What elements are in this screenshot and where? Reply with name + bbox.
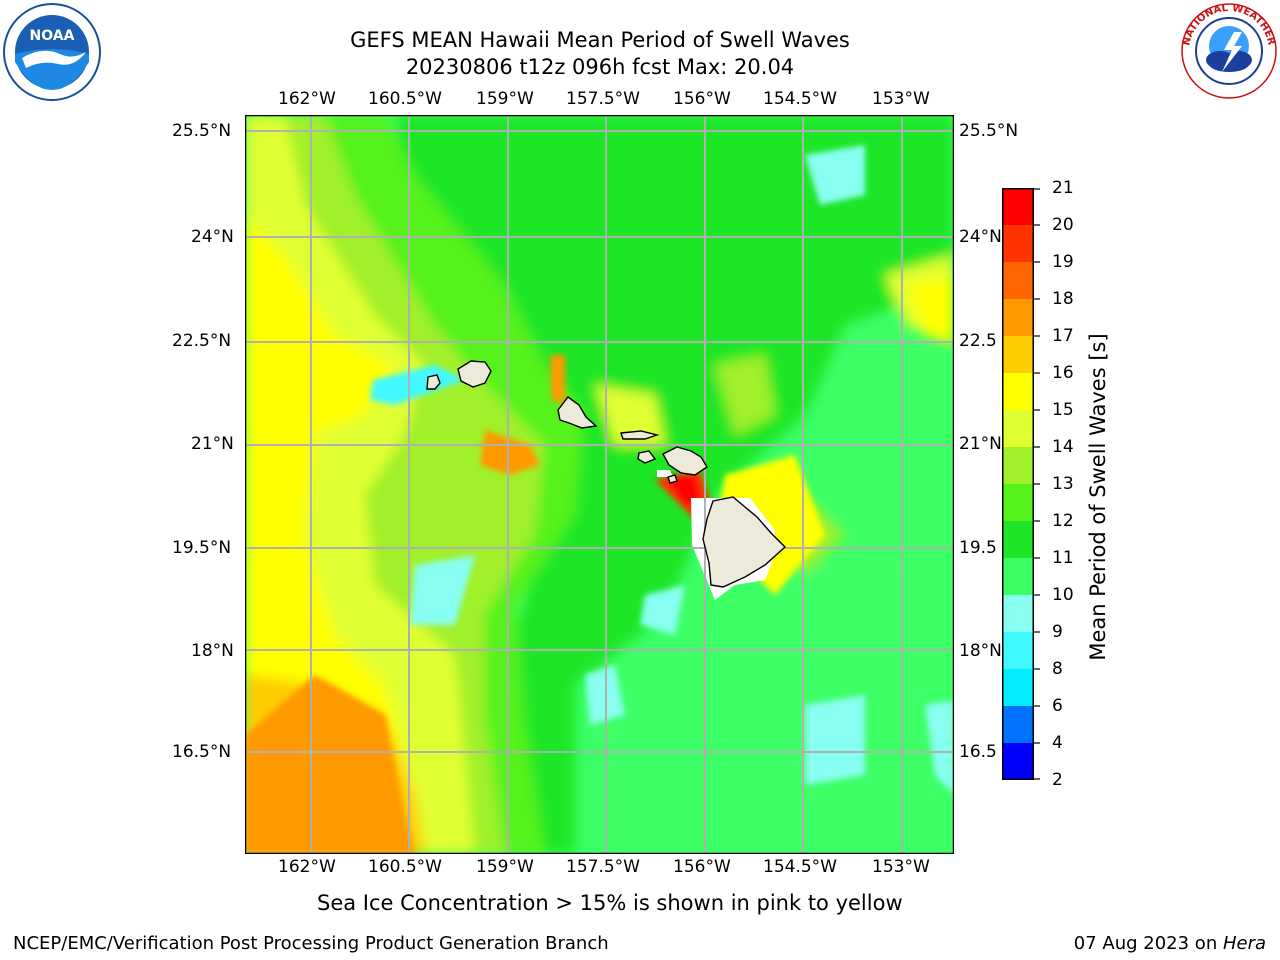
nws-logo: NATIONAL WEATHER SERVICE <box>1176 0 1278 100</box>
colorbar-tick-13: 13 <box>1052 474 1074 494</box>
island-oahu <box>557 396 598 429</box>
lat-label-left-5: 19.5°N <box>172 538 232 558</box>
colorbar-swatch-15-16 <box>1002 373 1034 411</box>
lon-label-bottom-4: 157.5°W <box>566 857 640 877</box>
colorbar-swatches <box>1002 188 1034 781</box>
footer-date: 07 Aug 2023 on <box>1073 933 1223 954</box>
field-band-9-10 <box>805 145 865 205</box>
lat-label-left-7: 16.5°N <box>172 742 232 762</box>
footer-right: 07 Aug 2023 on Hera <box>1074 933 1266 954</box>
colorbar-tick-18: 18 <box>1052 289 1074 309</box>
lon-label-top-4: 157.5°W <box>566 89 640 109</box>
colorbar-tick-4: 4 <box>1052 733 1063 753</box>
island-maui <box>662 446 708 476</box>
lon-label-bottom-6: 154.5°W <box>763 857 837 877</box>
lon-label-top-5: 156°W <box>673 89 731 109</box>
lon-label-top-2: 160.5°W <box>368 89 442 109</box>
colorbar-swatch-6-8 <box>1002 669 1034 707</box>
lat-label-right-4: 21°N <box>959 434 1002 454</box>
colorbar-tick-16: 16 <box>1052 363 1074 383</box>
colorbar-swatch-20-21 <box>1002 188 1034 226</box>
island-niihau <box>426 374 441 390</box>
chart-title-line1: GEFS MEAN Hawaii Mean Period of Swell Wa… <box>350 28 850 52</box>
colorbar-swatch-11-12 <box>1002 521 1034 559</box>
colorbar-tick-12: 12 <box>1052 511 1074 531</box>
colorbar-swatch-18-19 <box>1002 262 1034 300</box>
lon-label-bottom-1: 162°W <box>278 857 336 877</box>
swell-period-map <box>244 114 955 855</box>
colorbar-swatch-10-11 <box>1002 558 1034 596</box>
lat-label-left-1: 25.5°N <box>172 121 232 141</box>
colorbar-swatch-13-14 <box>1002 447 1034 485</box>
colorbar-tick-9: 9 <box>1052 622 1063 642</box>
colorbar-tick-10: 10 <box>1052 585 1074 605</box>
lon-label-top-6: 154.5°W <box>763 89 837 109</box>
colorbar-tickmarks <box>1034 188 1042 780</box>
island-molokai <box>620 430 660 440</box>
sea-ice-note: Sea Ice Concentration > 15% is shown in … <box>317 891 903 915</box>
map-panel <box>244 114 955 855</box>
lon-label-top-3: 159°W <box>476 89 534 109</box>
colorbar-label: Mean Period of Swell Waves [s] <box>1086 333 1110 661</box>
map-frame <box>244 114 955 855</box>
lat-label-right-3: 22.5 <box>959 331 997 351</box>
lat-label-right-1: 25.5°N <box>959 121 1019 141</box>
field-band-17-18 <box>245 675 415 854</box>
lat-label-right-7: 16.5 <box>959 742 997 762</box>
colorbar-tick-15: 15 <box>1052 400 1074 420</box>
colorbar-tick-19: 19 <box>1052 252 1074 272</box>
lon-label-bottom-5: 156°W <box>673 857 731 877</box>
colorbar <box>1002 188 1034 781</box>
noaa-logo: NOAA <box>2 2 102 102</box>
colorbar-swatch-14-15 <box>1002 410 1034 448</box>
lat-label-left-4: 21°N <box>191 434 234 454</box>
island-hawaii <box>702 496 787 588</box>
colorbar-frame <box>1002 188 1034 780</box>
colorbar-tick-20: 20 <box>1052 215 1074 235</box>
colorbar-ticks: 21 20 19 18 17 16 15 14 13 12 11 10 9 8 … <box>1034 178 1094 790</box>
footer-host: Hera <box>1222 933 1266 954</box>
colorbar-tick-8: 8 <box>1052 659 1063 679</box>
lon-label-top-7: 153°W <box>872 89 930 109</box>
lat-label-right-2: 24°N <box>959 227 1002 247</box>
lat-label-right-6: 18°N <box>959 641 1002 661</box>
colorbar-swatch-19-20 <box>1002 225 1034 263</box>
lon-label-bottom-2: 160.5°W <box>368 857 442 877</box>
lat-label-left-6: 18°N <box>191 641 234 661</box>
colorbar-tick-11: 11 <box>1052 548 1074 568</box>
lat-label-left-3: 22.5°N <box>172 331 232 351</box>
lon-label-bottom-7: 153°W <box>872 857 930 877</box>
colorbar-tick-6: 6 <box>1052 696 1063 716</box>
lat-label-right-5: 19.5 <box>959 538 997 558</box>
noaa-logo-text: NOAA <box>30 28 75 44</box>
island-kauai <box>457 360 492 388</box>
lat-label-left-2: 24°N <box>191 227 234 247</box>
footer-left: NCEP/EMC/Verification Post Processing Pr… <box>13 933 609 954</box>
gridlines <box>245 115 954 854</box>
colorbar-tick-21: 21 <box>1052 178 1074 198</box>
island-lanai <box>637 450 657 464</box>
colorbar-swatch-4-6 <box>1002 706 1034 744</box>
chart-title-line2: 20230806 t12z 096h fcst Max: 20.04 <box>405 55 795 79</box>
colorbar-tick-2: 2 <box>1052 770 1063 790</box>
island-kahoolawe <box>667 474 678 484</box>
colorbar-swatch-8-9 <box>1002 632 1034 670</box>
colorbar-swatch-2-4 <box>1002 743 1034 781</box>
lon-label-top-1: 162°W <box>278 89 336 109</box>
colorbar-swatch-17-18 <box>1002 299 1034 337</box>
colorbar-swatch-12-13 <box>1002 484 1034 522</box>
colorbar-swatch-9-10 <box>1002 595 1034 633</box>
colorbar-tick-14: 14 <box>1052 437 1074 457</box>
colorbar-swatch-16-17 <box>1002 336 1034 374</box>
islands <box>426 360 787 588</box>
colorbar-tick-17: 17 <box>1052 326 1074 346</box>
lon-label-bottom-3: 159°W <box>476 857 534 877</box>
